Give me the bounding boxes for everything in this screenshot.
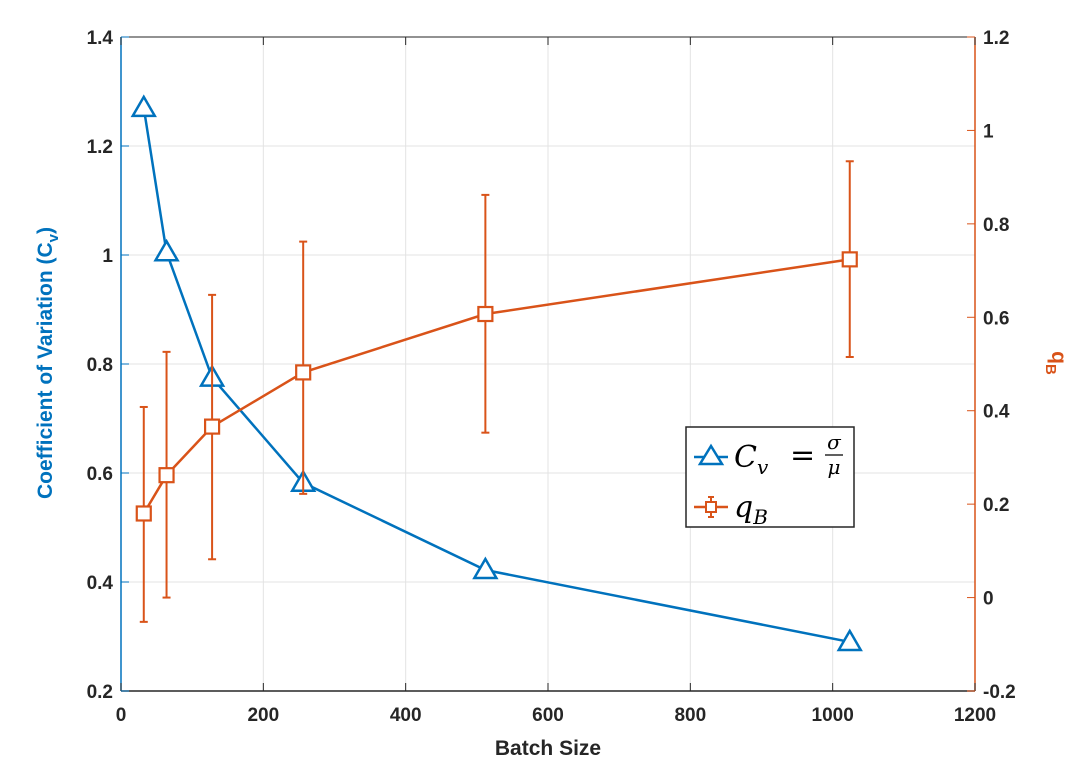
x-tick-label: 200 [247, 705, 279, 726]
x-tick-label: 1000 [812, 705, 854, 726]
series-line-cv [142, 107, 850, 644]
left-y-axis-title-close: ) [34, 227, 57, 234]
right-y-tick-label: 1 [983, 121, 994, 142]
data-point-cv [836, 628, 863, 652]
data-point-qb [158, 467, 175, 484]
legend-entry-cv: Cv = σ μ [694, 430, 843, 479]
left-y-axis-title-sub: v [45, 233, 62, 242]
data-point-cv [130, 94, 157, 118]
right-y-tick-label: 0.4 [983, 402, 1010, 423]
x-tick-label: 0 [116, 705, 127, 726]
right-y-tick-label: 0 [983, 589, 994, 610]
data-point-cv [153, 238, 180, 262]
left-y-tick-label: 1.2 [87, 137, 113, 158]
right-y-tick-label: 0.2 [983, 495, 1009, 516]
data-point-qb [135, 505, 152, 522]
right-y-tick-label: 0.8 [983, 215, 1009, 236]
legend-mu: μ [828, 455, 841, 479]
legend-sigma: σ [827, 430, 842, 454]
legend-qb-marker [705, 501, 717, 513]
data-point-qb [203, 418, 221, 435]
right-y-axis-title: qB [1042, 351, 1070, 375]
x-tick-label: 800 [674, 705, 706, 726]
x-tick-label: 600 [532, 705, 564, 726]
data-point-qb [477, 305, 494, 323]
legend-cv-label: Cv [734, 440, 769, 479]
legend-equals: = [790, 438, 815, 473]
legend: Cv = σ μ qB [685, 426, 855, 529]
x-axis-title: Batch Size [495, 737, 601, 760]
left-y-tick-label: 0.8 [87, 355, 113, 376]
right-y-axis-title-sub: B [1042, 364, 1059, 375]
right-y-tick-label: 0.6 [983, 308, 1009, 329]
left-y-axis-title: Coefficient of Variation (Cv) [34, 227, 62, 499]
x-tick-label: 400 [390, 705, 422, 726]
x-tick-label: 1200 [954, 705, 996, 726]
right-y-axis-title-main: q [1047, 351, 1070, 364]
legend-entry-qb: qB [694, 490, 768, 529]
series-layer [130, 94, 863, 652]
left-y-tick-label: 1.4 [87, 28, 114, 49]
data-point-qb [841, 251, 858, 268]
right-y-tick-label: -0.2 [983, 682, 1016, 703]
left-y-tick-label: 0.6 [87, 464, 113, 485]
data-point-cv [472, 556, 499, 580]
right-y-tick-label: 1.2 [983, 28, 1009, 49]
left-y-tick-label: 0.2 [87, 682, 113, 703]
legend-qb-label: qB [734, 490, 768, 529]
left-y-tick-label: 0.4 [87, 573, 114, 594]
left-y-tick-label: 1 [102, 246, 113, 267]
legend-cv-marker [697, 443, 725, 466]
axes: 0 200 400 600 800 1000 1200 0.2 0.4 0.6 0.8 1 1.2 1.4… [87, 28, 1016, 726]
left-y-axis-title-main: Coefficient of Variation (C [34, 242, 57, 499]
data-point-qb [295, 364, 312, 381]
